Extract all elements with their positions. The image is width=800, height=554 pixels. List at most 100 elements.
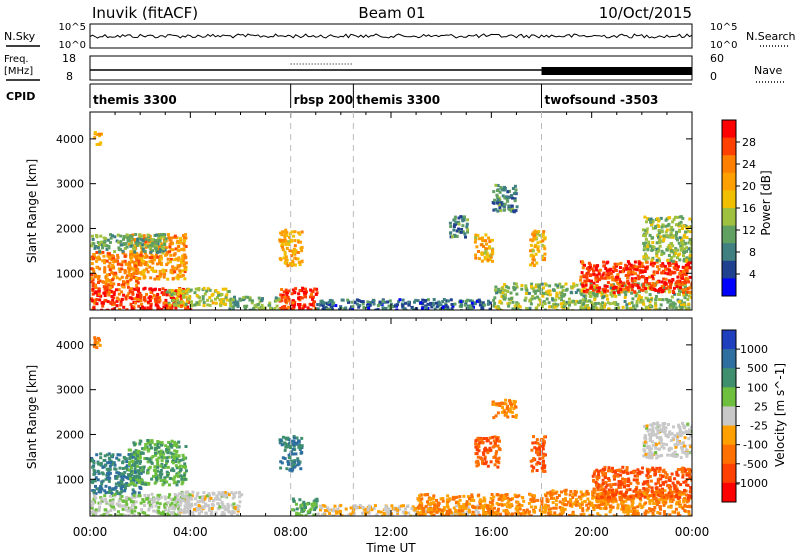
- power-cell: [535, 237, 539, 241]
- velocity-cell: [477, 506, 481, 510]
- velocity-cell: [238, 491, 242, 495]
- power-cell: [511, 187, 515, 190]
- power-cell: [611, 301, 615, 305]
- velocity-cell: [295, 511, 299, 515]
- power-cell: [500, 301, 504, 305]
- velocity-cell: [419, 501, 423, 505]
- power-cell: [645, 254, 648, 258]
- power-cell: [483, 251, 487, 255]
- power-cell: [633, 290, 637, 294]
- power-cell: [582, 294, 586, 298]
- power-cell: [582, 264, 586, 267]
- power-cell: [395, 308, 399, 310]
- velocity-cell: [170, 445, 174, 449]
- velocity-cell: [94, 484, 97, 488]
- velocity-cell: [593, 489, 597, 493]
- power-cell: [561, 289, 565, 292]
- power-cell: [667, 261, 671, 265]
- power-cell: [528, 306, 532, 310]
- velocity-cell: [113, 486, 117, 490]
- power-cell: [103, 299, 107, 303]
- power-cell: [110, 295, 114, 298]
- power-cell: [474, 236, 478, 240]
- power-cell: [610, 288, 614, 292]
- power-cell: [645, 277, 649, 280]
- velocity-cell: [362, 507, 366, 511]
- power-cell: [613, 267, 617, 271]
- power-cell: [682, 292, 686, 296]
- velocity-cell: [108, 499, 112, 503]
- power-cell: [660, 249, 664, 253]
- power-cell: [652, 273, 656, 277]
- velocity-cell: [517, 494, 521, 498]
- velocity-cell: [419, 498, 423, 502]
- velocity-cell: [191, 490, 195, 494]
- power-cell: [201, 297, 205, 301]
- power-cell: [505, 285, 509, 289]
- power-cell: [172, 253, 176, 257]
- power-cell: [494, 285, 498, 289]
- power-cell: [176, 292, 180, 296]
- power-cell: [181, 291, 185, 295]
- velocity-cell: [95, 453, 99, 457]
- power-cell: [143, 249, 147, 253]
- power-cell: [90, 280, 94, 284]
- velocity-cell: [171, 504, 175, 508]
- velocity-cell: [165, 448, 169, 451]
- power-cell: [132, 238, 136, 242]
- power-cell: [104, 275, 108, 279]
- power-cell: [426, 302, 430, 306]
- velocity-cell: [594, 504, 598, 508]
- power-cell: [378, 302, 382, 306]
- velocity-cell: [505, 509, 509, 513]
- power-cell: [293, 250, 296, 254]
- power-cell: [537, 289, 541, 292]
- velocity-cell: [158, 502, 162, 506]
- power-cell: [156, 292, 160, 296]
- velocity-cell: [140, 478, 144, 482]
- power-cell: [407, 300, 411, 304]
- power-cell: [594, 276, 598, 280]
- power-cell: [598, 278, 602, 282]
- velocity-cell: [240, 493, 244, 497]
- power-cell: [260, 307, 264, 310]
- velocity-cell: [178, 458, 182, 462]
- velocity-cell: [455, 504, 458, 508]
- power-cell: [592, 308, 596, 310]
- velocity-cell: [370, 508, 374, 512]
- velocity-cell: [137, 480, 141, 483]
- power-cell: [151, 249, 155, 253]
- velocity-cell: [523, 514, 527, 516]
- velocity-cell: [175, 450, 179, 453]
- velocity-cell: [286, 462, 290, 466]
- power-cell: [662, 283, 666, 287]
- velocity-cell: [184, 445, 188, 448]
- power-cell: [537, 297, 541, 301]
- velocity-cell: [513, 493, 517, 497]
- power-cell: [140, 245, 144, 249]
- power-cell: [497, 287, 501, 291]
- velocity-cell: [176, 494, 180, 498]
- velocity-cell: [111, 453, 115, 457]
- power-cell: [110, 254, 114, 258]
- power-cell: [688, 286, 692, 290]
- power-cell: [158, 259, 161, 262]
- velocity-cell: [676, 502, 680, 506]
- power-cell: [532, 231, 536, 235]
- power-cell: [115, 276, 119, 280]
- velocity-cell: [148, 497, 152, 501]
- velocity-cell: [109, 503, 113, 507]
- velocity-cell: [428, 504, 432, 508]
- velocity-cell: [514, 511, 518, 515]
- power-cell: [579, 275, 583, 279]
- power-cell: [150, 244, 154, 248]
- power-cell: [543, 256, 547, 260]
- power-cell: [540, 235, 544, 239]
- power-cell: [684, 273, 688, 276]
- power-cell: [105, 279, 109, 283]
- velocity-cell: [427, 496, 431, 500]
- power-cell: [548, 305, 552, 309]
- power-cell: [290, 230, 294, 234]
- power-cell: [463, 232, 467, 236]
- power-cell: [257, 296, 261, 300]
